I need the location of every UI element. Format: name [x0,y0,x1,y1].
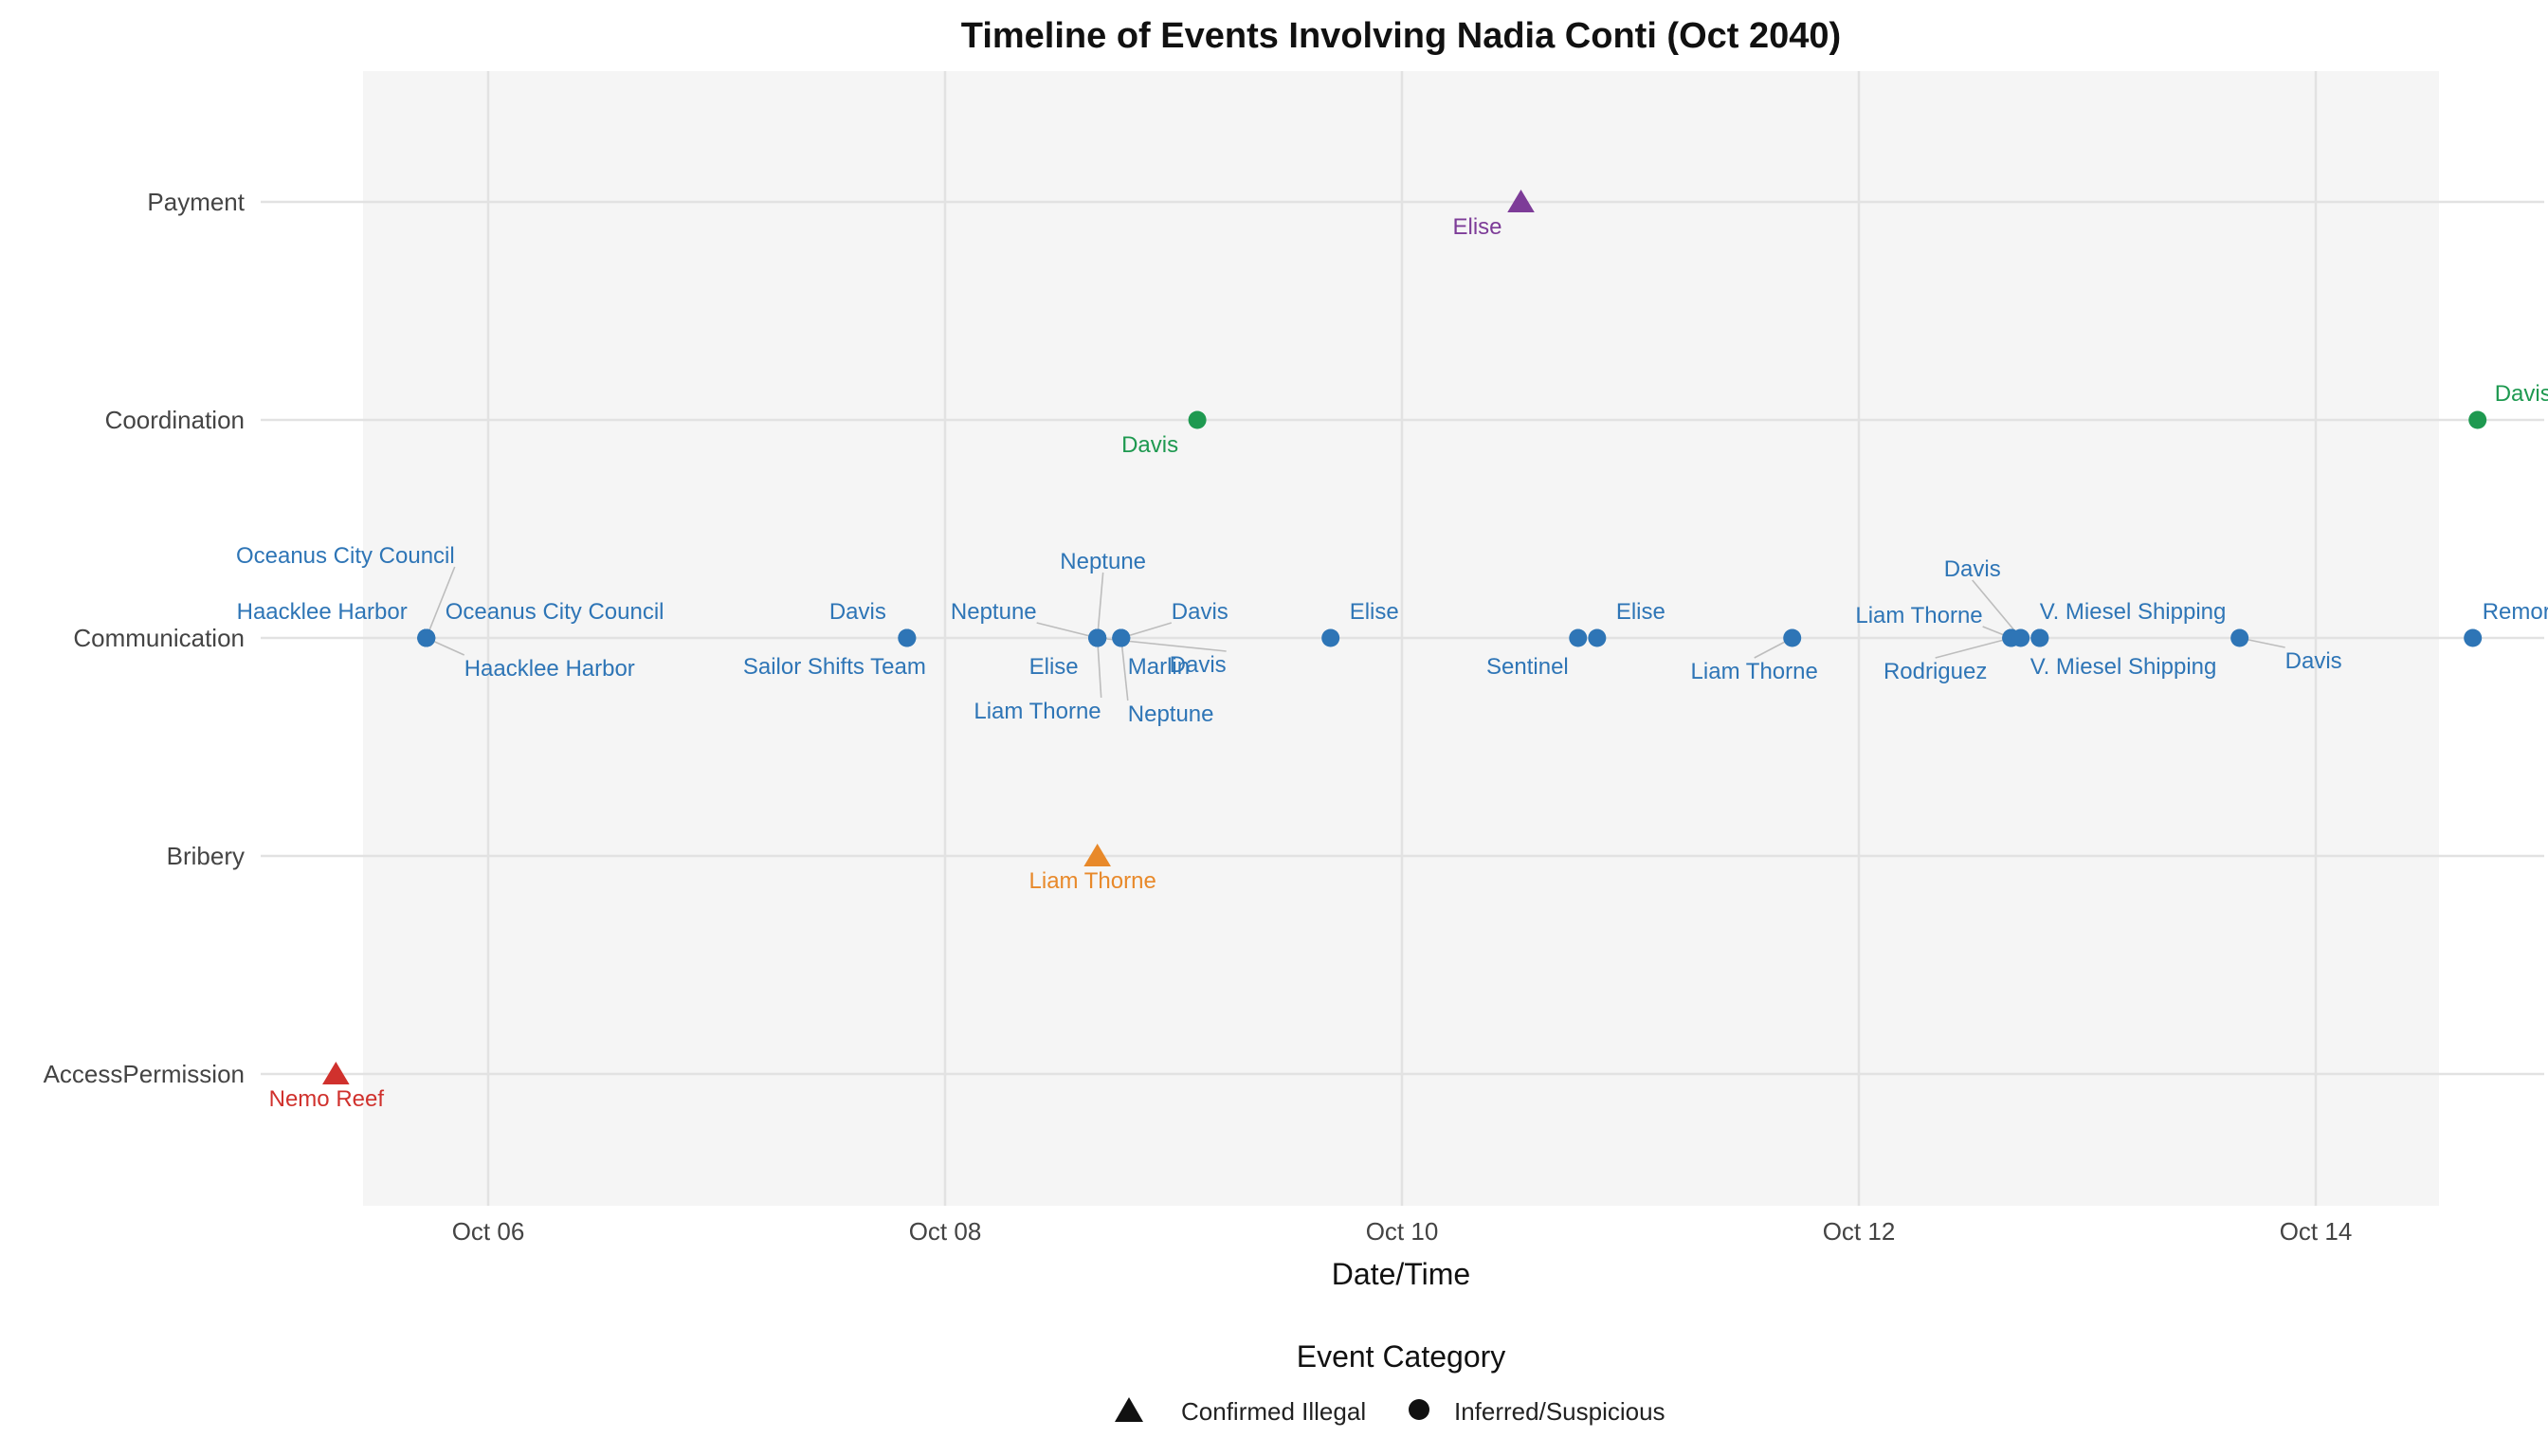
leader-communication-neptune [1119,637,1129,701]
point-communication-remora [2464,628,2483,647]
y-tick-label: Payment [147,188,245,216]
x-axis-title: Date/Time [1332,1257,1470,1291]
label-communication-rodriguez: Rodriguez [1884,659,1987,684]
point-communication-v-miesel-shipping [2030,628,2049,647]
y-tick-label: AccessPermission [44,1060,245,1088]
x-axis-ticks: Oct 06 Oct 08 Oct 10 Oct 12 Oct 14 [452,1217,2353,1246]
label-communication-davis: Davis [1944,556,2001,582]
label-accesspermission-nemo-reef: Nemo Reef [269,1086,385,1112]
label-communication-marlin: Marlin [1128,654,1190,680]
point-communication-elise [1321,628,1340,647]
label-communication-v-miesel-shipping: V. Miesel Shipping [2040,599,2227,625]
point-coordination-davis [1188,410,1207,429]
label-communication-elise: Elise [1616,599,1665,625]
label-communication-neptune: Neptune [951,599,1037,625]
y-tick-label: Coordination [105,406,245,434]
leader-communication-neptune [1096,572,1104,639]
label-communication-oceanus-city-council: Oceanus City Council [236,543,455,569]
label-communication-v-miesel-shipping: V. Miesel Shipping [2030,654,2217,680]
x-tick-label: Oct 08 [909,1217,982,1246]
legend-triangle-icon [1115,1397,1143,1422]
point-communication-neptune [1112,628,1131,647]
label-communication-oceanus-city-council: Oceanus City Council [446,599,664,625]
point-communication-davis [2230,628,2249,647]
point-communication-sentinel [1569,628,1588,647]
label-communication-elise: Elise [1350,599,1399,625]
x-tick-label: Oct 06 [452,1217,525,1246]
point-coordination-davis [2468,410,2487,429]
label-communication-elise: Elise [1029,654,1079,680]
x-tick-label: Oct 10 [1366,1217,1439,1246]
point-payment-elise-triangle [1507,190,1535,213]
legend-title: Event Category [1297,1339,1506,1374]
point-communication-haacklee-harbor [417,628,436,647]
x-tick-label: Oct 14 [2280,1217,2353,1246]
y-tick-label: Communication [73,624,245,652]
label-coordination-davis: Davis [2495,381,2548,407]
chart-title: Timeline of Events Involving Nadia Conti… [961,16,1841,56]
legend-label-confirmed: Confirmed Illegal [1181,1397,1366,1426]
point-communication-elise [1588,628,1607,647]
label-communication-haacklee-harbor: Haacklee Harbor [464,656,635,682]
leader-communication-rodriguez [1935,637,2011,659]
y-axis-ticks: Payment Coordination Communication Bribery A… [44,188,246,1088]
point-communication-davis [1088,628,1107,647]
label-payment-elise: Elise [1452,214,1502,240]
point-communication-liam-thorne [1783,628,1802,647]
leader-communication-davis [1972,579,2022,639]
label-communication-davis: Davis [1172,599,1228,625]
label-communication-neptune: Neptune [1128,701,1214,727]
label-bribery-liam-thorne: Liam Thorne [1029,868,1156,894]
label-communication-neptune: Neptune [1060,549,1146,574]
label-communication-liam-thorne: Liam Thorne [974,699,1101,724]
label-communication-liam-thorne: Liam Thorne [1855,603,1982,628]
grid [261,71,2544,1206]
leader-communication-oceanus-city-council [425,566,456,639]
label-communication-remora: Remora [2483,599,2548,625]
label-communication-haacklee-harbor: Haacklee Harbor [237,599,408,625]
legend-label-inferred: Inferred/Suspicious [1454,1397,1665,1426]
x-tick-label: Oct 12 [1823,1217,1896,1246]
point-bribery-liam-thorne-triangle [1083,844,1111,867]
label-communication-davis: Davis [2285,648,2342,674]
label-communication-sailor-shifts-team: Sailor Shifts Team [743,654,926,680]
legend: Event Category Confirmed Illegal Inferre… [1115,1339,1665,1426]
y-tick-label: Bribery [167,842,245,870]
data-points [322,190,2487,1085]
leader-communication-liam-thorne [1096,637,1102,699]
leader-communication-neptune [1036,622,1098,639]
point-accesspermission-nemo-reef-triangle [322,1062,350,1085]
label-coordination-davis: Davis [1121,432,1178,458]
point-communication-sailor-shifts-team [898,628,917,647]
label-communication-davis: Davis [829,599,886,625]
label-communication-sentinel: Sentinel [1486,654,1569,680]
label-communication-davis: Davis [1170,652,1227,678]
label-communication-liam-thorne: Liam Thorne [1691,659,1818,684]
legend-circle-icon [1409,1399,1429,1420]
point-communication-davis [2011,628,2030,647]
point-labels: Elise Davis Davis Liam Thorne Nemo Reef Ocean… [236,214,2548,1112]
